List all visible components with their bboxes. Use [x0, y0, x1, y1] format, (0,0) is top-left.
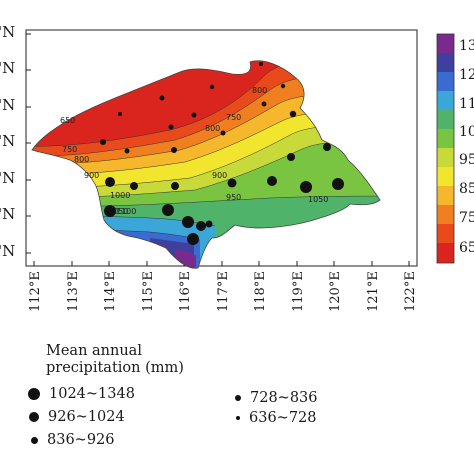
- contour-label: 1050: [108, 207, 128, 216]
- station-point: [280, 83, 286, 89]
- legend-item: 836~926: [28, 431, 115, 449]
- station-point: [118, 112, 122, 116]
- station-point: [300, 181, 312, 193]
- station-point: [287, 153, 295, 161]
- station-point: [209, 84, 215, 90]
- contour-label: 900: [212, 171, 227, 180]
- station-point: [323, 143, 331, 151]
- station-point: [171, 147, 177, 153]
- colorbar-tick-label: 10: [459, 124, 474, 140]
- legend-label: 1024~1348: [49, 386, 135, 402]
- legend-title: Mean annual precipitation (mm): [46, 343, 184, 377]
- contour-label: 950: [226, 193, 241, 202]
- lon-label: 118°E: [253, 271, 268, 312]
- station-point: [159, 95, 165, 101]
- station-points: [100, 62, 344, 245]
- station-point: [191, 112, 197, 118]
- contour-label: 750: [226, 113, 241, 122]
- lat-label: 'N: [0, 96, 15, 114]
- station-point: [182, 216, 194, 228]
- station-point: [289, 110, 297, 118]
- station-point: [105, 177, 115, 187]
- lat-label: 'N: [0, 132, 15, 150]
- legend-item: 636~728: [235, 409, 317, 427]
- lon-label: 112°E: [28, 271, 43, 312]
- station-point: [124, 148, 130, 154]
- lat-label: 'N: [0, 169, 15, 187]
- colorbar-tick-label: 11: [459, 96, 474, 112]
- colorbar-tick-label: 12: [459, 67, 474, 83]
- region-outline: [31, 60, 381, 269]
- station-point: [196, 221, 206, 231]
- legend-item: 926~1024: [28, 408, 125, 426]
- legend: Mean annual precipitation (mm) 1024~1348…: [28, 343, 468, 468]
- colorbar: [436, 33, 455, 264]
- station-point: [130, 182, 138, 190]
- legend-label: 836~926: [47, 432, 115, 448]
- legend-dot: [31, 436, 38, 444]
- legend-dot: [235, 395, 241, 401]
- lat-label: 'N: [0, 242, 15, 260]
- station-point: [220, 130, 226, 136]
- station-point: [168, 124, 174, 130]
- lon-label: 121°E: [366, 271, 381, 312]
- colorbar-tick-label: 85: [459, 181, 474, 197]
- contour-label: 900: [84, 171, 99, 180]
- lon-label: 117°E: [216, 271, 231, 312]
- legend-dot: [29, 412, 39, 422]
- legend-item: 1024~1348: [28, 385, 135, 403]
- station-point: [104, 205, 116, 217]
- station-point: [205, 220, 213, 228]
- colorbar-tick-label: 65: [459, 240, 474, 256]
- contour-label: 800: [205, 124, 220, 133]
- lon-label: 119°E: [291, 271, 306, 312]
- precipitation-map: 'N 'N 'N 'N 'N 'N 'N 112°E 113°E 114°E 1…: [0, 23, 474, 312]
- legend-title-line1: Mean annual: [46, 343, 142, 359]
- legend-label: 926~1024: [48, 409, 125, 425]
- legend-label: 728~836: [250, 390, 318, 406]
- station-point: [171, 182, 179, 190]
- legend-label: 636~728: [249, 410, 317, 426]
- lon-label: 116°E: [178, 271, 193, 312]
- contour-label: 750: [62, 145, 77, 154]
- contour-label: 650: [60, 116, 75, 125]
- colorbar-tick-label: 75: [459, 210, 474, 226]
- station-point: [261, 101, 267, 107]
- lat-label: 'N: [0, 205, 15, 223]
- legend-title-line2: precipitation (mm): [46, 360, 184, 376]
- station-point: [259, 62, 263, 66]
- colorbar-tick-label: 95: [459, 152, 474, 168]
- lat-label: 'N: [0, 59, 15, 77]
- colorbar-tick-label: 13: [459, 38, 474, 54]
- legend-dot: [236, 416, 240, 420]
- legend-dot: [28, 388, 40, 400]
- station-point: [227, 178, 237, 188]
- contour-label: 1000: [110, 191, 130, 200]
- contour-label: 1050: [308, 195, 328, 204]
- lon-label: 114°E: [103, 271, 118, 312]
- lon-label: 122°E: [403, 271, 418, 312]
- lon-label: 113°E: [66, 271, 81, 312]
- contour-label: 800: [74, 155, 89, 164]
- legend-item: 728~836: [235, 389, 318, 407]
- contour-label: 1100: [116, 207, 136, 216]
- station-point: [267, 176, 277, 186]
- lat-label: 'N: [0, 23, 15, 41]
- station-point: [187, 233, 199, 245]
- station-point: [100, 139, 106, 145]
- station-point: [332, 178, 344, 190]
- station-point: [162, 204, 174, 216]
- lon-label: 120°E: [328, 271, 343, 312]
- lon-label: 115°E: [141, 271, 156, 312]
- contour-label: 800: [252, 86, 267, 95]
